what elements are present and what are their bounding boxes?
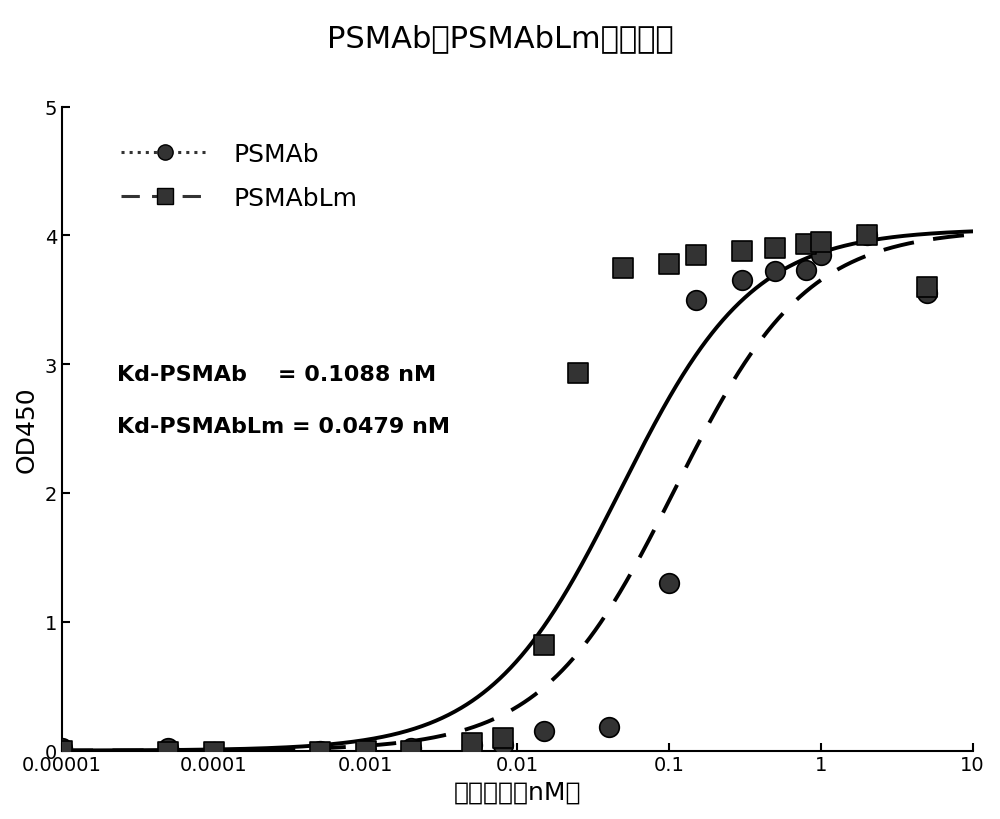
Point bbox=[160, 745, 176, 758]
Point bbox=[160, 741, 176, 754]
Point bbox=[312, 745, 328, 758]
Point bbox=[206, 745, 222, 758]
Point bbox=[798, 238, 814, 251]
Point bbox=[798, 265, 814, 278]
Point bbox=[495, 739, 511, 752]
Point bbox=[403, 741, 419, 754]
Point bbox=[734, 245, 750, 258]
Point bbox=[206, 745, 222, 758]
Y-axis label: OD450: OD450 bbox=[15, 386, 39, 473]
Text: PSMAb和PSMAbLm的亲和力: PSMAb和PSMAbLm的亲和力 bbox=[327, 25, 673, 53]
Point bbox=[403, 744, 419, 758]
Point bbox=[688, 294, 704, 307]
Point bbox=[464, 736, 480, 749]
Point bbox=[767, 265, 783, 278]
Point bbox=[358, 744, 374, 758]
Point bbox=[495, 731, 511, 744]
Point bbox=[536, 639, 552, 652]
Point bbox=[767, 242, 783, 256]
Point bbox=[601, 721, 617, 734]
Text: Kd-PSMAbLm = 0.0479 nM: Kd-PSMAbLm = 0.0479 nM bbox=[117, 416, 450, 437]
Point bbox=[688, 249, 704, 262]
Point bbox=[615, 261, 631, 274]
Text: Kd-PSMAb    = 0.1088 nM: Kd-PSMAb = 0.1088 nM bbox=[117, 364, 436, 385]
Point bbox=[358, 744, 374, 758]
Point bbox=[54, 741, 70, 754]
Point bbox=[54, 744, 70, 758]
Point bbox=[661, 258, 677, 271]
Point bbox=[919, 281, 935, 294]
Point bbox=[813, 249, 829, 262]
Point bbox=[919, 287, 935, 301]
Legend: PSMAb, PSMAbLm: PSMAb, PSMAbLm bbox=[111, 133, 367, 220]
Point bbox=[734, 274, 750, 287]
Point bbox=[661, 577, 677, 590]
Point bbox=[464, 739, 480, 752]
Point bbox=[859, 229, 875, 242]
Point bbox=[813, 236, 829, 249]
Point bbox=[570, 367, 586, 380]
Point bbox=[312, 744, 328, 758]
Point bbox=[536, 725, 552, 738]
Point bbox=[859, 229, 875, 242]
X-axis label: 抗体浓度（nM）: 抗体浓度（nM） bbox=[454, 780, 581, 804]
